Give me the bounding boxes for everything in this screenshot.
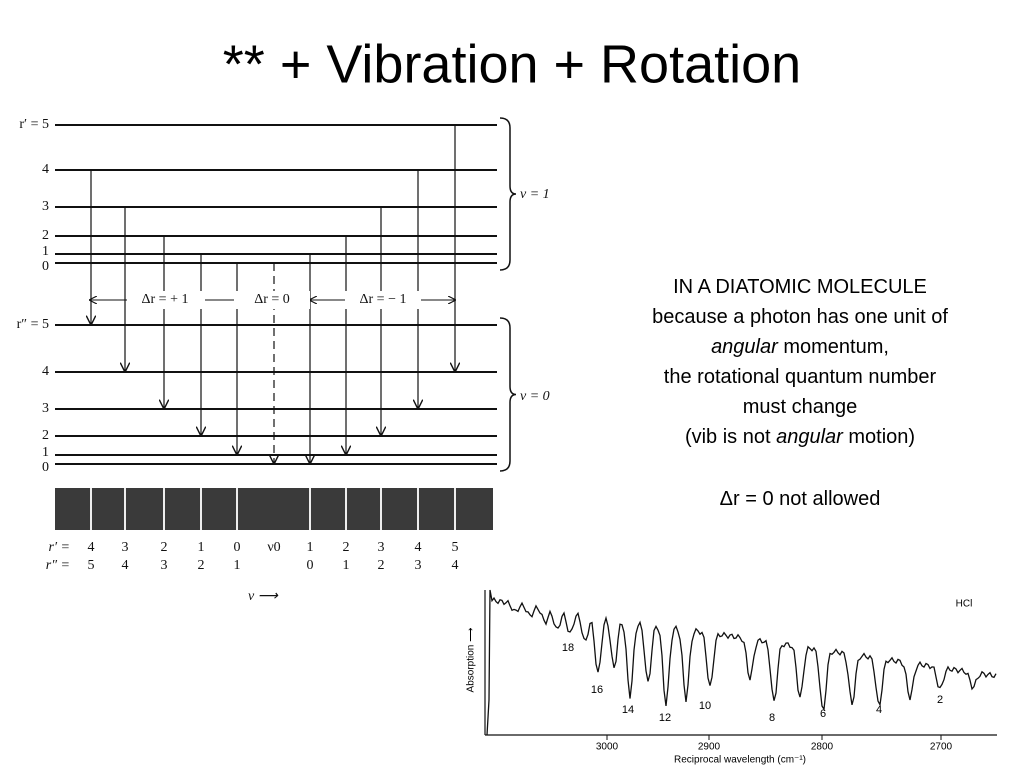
peak-label: 2: [937, 694, 943, 706]
peak-label: 10: [699, 700, 711, 712]
peak-label: 14: [622, 704, 634, 716]
peak-label: 6: [820, 708, 826, 720]
level-label: 3: [42, 401, 49, 416]
text-run: motion): [842, 426, 916, 448]
text-line: must change: [590, 392, 1010, 422]
r-prime-value: 3: [122, 540, 129, 555]
level-label: 4: [42, 162, 49, 177]
transition-label: Δr = 0: [254, 292, 290, 307]
level-label: 4: [42, 364, 49, 379]
level-label: 0: [42, 460, 49, 475]
level-label: r″ = 5: [17, 317, 49, 332]
level-label: 0: [42, 259, 49, 274]
text-run: momentum,: [777, 336, 889, 358]
level-label: 2: [42, 228, 49, 243]
r-double-value: 2: [198, 558, 205, 573]
r-double-value: 2: [378, 558, 385, 573]
band-label: v = 0: [520, 389, 550, 404]
r-double-value: 0: [307, 558, 314, 573]
level-label: 3: [42, 199, 49, 214]
axis-label: ν ⟶: [248, 589, 279, 604]
title: ** + Vibration + Rotation: [223, 34, 801, 94]
spectrum-curve: [486, 589, 997, 736]
explanation: IN A DIATOMIC MOLECULE because a photon h…: [590, 272, 1010, 452]
r-prime-value: 4: [88, 540, 95, 555]
text-run: angular: [776, 426, 843, 448]
r-prime-value: 0: [234, 540, 241, 555]
r-prime-value: 1: [307, 540, 314, 555]
r-prime-value: 4: [415, 540, 422, 555]
level-label: r′ = 5: [19, 117, 49, 132]
r-double-value: 3: [415, 558, 422, 573]
transition-label: Δr = − 1: [360, 292, 407, 307]
r-prime-value: 5: [452, 540, 459, 555]
text-run: IN A DIATOMIC MOLECULE: [673, 276, 927, 298]
r-prime-value: 2: [161, 540, 168, 555]
tick-label: 3000: [596, 742, 619, 753]
peak-label: 18: [562, 642, 574, 654]
text-run: (vib is not: [684, 426, 777, 448]
peak-label: 4: [876, 704, 882, 716]
x-axis-label: Reciprocal wavelength (cm⁻¹): [674, 755, 806, 766]
spectrum: 3000 2900 2800 2700 Reciprocal wavelength (c…: [466, 589, 997, 766]
r-prime-value: 2: [343, 540, 350, 555]
text-line: the rotational quantum number: [590, 362, 1010, 392]
peak-label: 8: [769, 712, 775, 724]
text-line: angular momentum,: [590, 332, 1010, 362]
tick-label: 2800: [811, 742, 834, 753]
r-double-value: 3: [161, 558, 168, 573]
text-run: because a photon has one unit of: [652, 306, 948, 328]
peak-label: 16: [591, 684, 603, 696]
r-double-value: 4: [452, 558, 459, 573]
peak-label: 12: [659, 712, 671, 724]
brace: [499, 317, 517, 472]
text-line: because a photon has one unit of: [590, 302, 1010, 332]
brace: [499, 117, 517, 271]
row-label: r′ =: [49, 540, 70, 555]
spectrum-band: [55, 488, 493, 530]
r-double-value: 4: [122, 558, 129, 573]
label-bg: [127, 291, 203, 309]
r-prime-value: 1: [198, 540, 205, 555]
r-prime-value: 3: [378, 540, 385, 555]
compound-label: HCl: [956, 599, 973, 610]
text-run: angular: [711, 336, 778, 358]
tick-label: 2900: [698, 742, 721, 753]
y-axis-label: Absorption ⟶: [466, 628, 477, 693]
level-label: 1: [42, 445, 49, 460]
r-prime-value: ν0: [267, 540, 280, 555]
transition-label: Δr = + 1: [142, 292, 189, 307]
level-label: 1: [42, 244, 49, 259]
label-bg: [345, 291, 421, 309]
band-label: v = 1: [520, 187, 550, 202]
r-double-value: 5: [88, 558, 95, 573]
r-double-value: 1: [343, 558, 350, 573]
r-double-value: 1: [234, 558, 241, 573]
label-bg: [234, 291, 310, 309]
level-label: 2: [42, 428, 49, 443]
tick-label: 2700: [930, 742, 953, 753]
note: Δr = 0 not allowed: [719, 488, 881, 510]
text-run: must change: [742, 396, 858, 418]
text-line: (vib is not angular motion): [590, 422, 1010, 452]
text-run: the rotational quantum number: [663, 366, 937, 388]
row-label: r″ =: [46, 558, 70, 573]
text-line: IN A DIATOMIC MOLECULE: [590, 272, 1010, 302]
